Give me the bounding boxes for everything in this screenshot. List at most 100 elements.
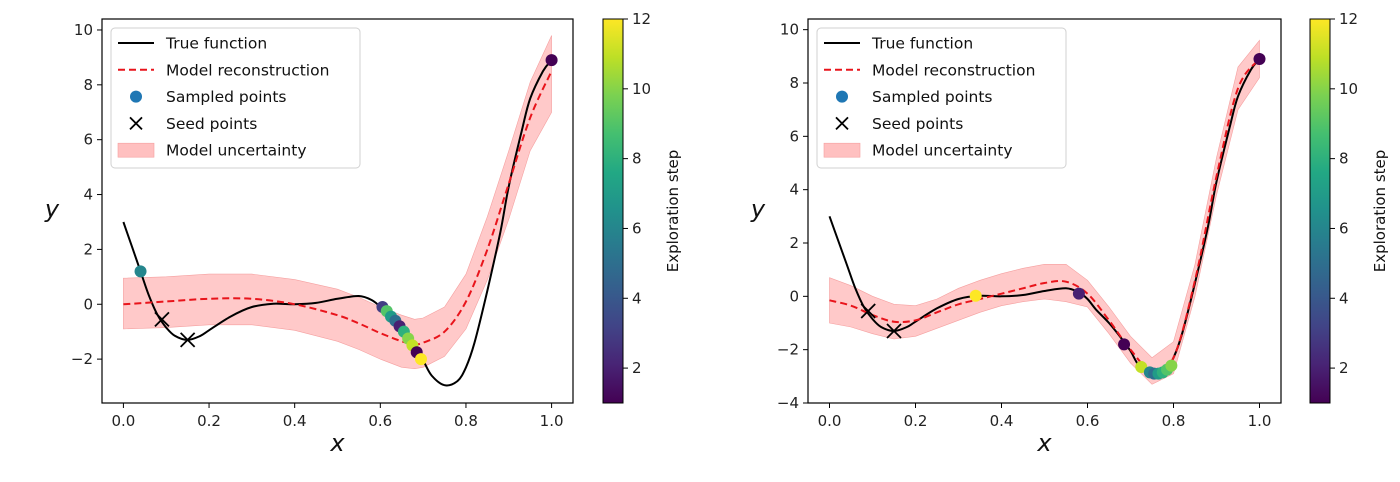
x-tick-label: 0.6 [368,412,392,430]
colorbar-label: Exploration step [1371,150,1389,273]
curves-layer [122,59,553,387]
colorbar-tick-label: 2 [1339,359,1349,377]
x-tick-label: 1.0 [1248,412,1272,430]
legend-label: Sampled points [872,88,993,106]
legend-label: Model uncertainty [166,142,307,160]
legend-label: Seed points [872,115,963,133]
sampled-point [1072,287,1085,300]
colorbar-tick-label: 8 [1339,150,1349,168]
x-tick-label: 0.0 [818,412,842,430]
y-tick-label: 2 [83,240,93,258]
x-ticks: 0.0 0.2 0.4 0.6 0.8 1.0 [111,403,564,430]
seed-point [179,332,196,348]
y-ticks: −4 −2 0 2 4 6 8 10 [777,21,808,412]
colorbar-tick-label: 6 [1339,219,1349,237]
model-reconstruction-line [123,70,553,346]
sampled-point [1253,53,1266,65]
colorbar-tick-label: 10 [1339,80,1358,98]
legend-seed-points-swatch [835,116,849,131]
legend-uncertainty-swatch [823,142,861,158]
y-tick-label: 4 [83,186,93,204]
sampled-point [545,54,558,67]
legend-sampled-points-swatch [130,90,142,103]
x-tick-label: 0.2 [197,412,221,430]
y-tick-label: 10 [780,21,799,39]
x-tick-label: 0.4 [990,412,1014,430]
legend-sampled-points-swatch [836,90,848,103]
legend-seed-points-swatch [129,116,143,131]
x-tick-label: 0.8 [1162,412,1186,430]
y-tick-label: 0 [83,295,93,313]
x-axis-label: x [1036,429,1052,457]
sampled-point [1165,359,1178,372]
colorbar-gradient [1309,18,1331,404]
legend: True function Model reconstruction Sampled… [110,27,361,169]
left-plot: 0.0 0.2 0.4 0.6 0.8 1.0 −2 0 2 4 6 8 10 x y True fu… [44,10,682,457]
uncertainty-band-layer [123,35,552,370]
y-axis-label: y [750,195,766,223]
right-plot: 0.0 0.2 0.4 0.6 0.8 1.0 −4 −2 0 2 4 6 8 10 x y True … [750,10,1389,457]
legend-uncertainty-swatch [117,142,155,158]
axes-frame [101,18,574,404]
points-layer [134,54,558,366]
sampled-point [134,265,147,278]
y-tick-label: 0 [789,287,799,305]
sampled-point [1118,338,1131,351]
colorbar-tick-label: 4 [1339,289,1349,307]
legend-label: Seed points [166,115,257,133]
x-tick-label: 0.8 [454,412,478,430]
y-tick-label: 2 [789,234,799,252]
legend-label: Sampled points [166,88,287,106]
y-tick-label: 8 [83,76,93,94]
y-tick-label: 6 [789,127,799,145]
seed-point-stroke [179,332,196,348]
colorbar-gradient [602,18,624,404]
model-reconstruction-line [829,58,1261,373]
uncertainty-band [123,35,552,370]
seed-point [154,311,170,327]
y-tick-label: −2 [71,350,93,368]
colorbar-tick-label: 2 [632,359,642,377]
uncertainty-band-layer [829,39,1260,385]
colorbar-tick-label: 6 [632,219,642,237]
y-axis-label: y [44,195,60,223]
sampled-point [969,289,982,302]
y-tick-label: 6 [83,131,93,149]
legend-label: Model uncertainty [872,142,1013,160]
uncertainty-band [829,39,1260,385]
legend-box [110,27,361,169]
y-tick-label: 8 [789,74,799,92]
x-tick-label: 0.6 [1076,412,1100,430]
colorbar-tick-label: 4 [632,289,642,307]
sampled-point [1135,361,1148,373]
sampled-point [414,353,427,366]
legend-label: Model reconstruction [872,61,1035,79]
colorbar-tick-label: 10 [632,80,651,98]
legend: True function Model reconstruction Sampled… [816,27,1067,169]
seed-point [860,303,876,319]
colorbar-label: Exploration step [664,150,682,273]
colorbar-tick-label: 12 [632,10,651,28]
seed-point-stroke [154,311,170,327]
legend-box [816,27,1067,169]
x-tick-label: 0.0 [111,412,135,430]
legend-label: True function [165,35,267,53]
y-ticks: −2 0 2 4 6 8 10 [71,21,102,368]
x-tick-label: 0.2 [904,412,928,430]
y-tick-label: −2 [777,341,799,359]
x-ticks: 0.0 0.2 0.4 0.6 0.8 1.0 [818,403,1272,430]
legend-label: Model reconstruction [166,61,329,79]
seed-point [886,323,902,339]
colorbar: 2 4 6 8 10 12 Exploration step [602,10,682,404]
seed-point-stroke [886,323,902,339]
colorbar-tick-label: 12 [1339,10,1358,28]
x-tick-label: 1.0 [540,412,564,430]
x-tick-label: 0.4 [283,412,307,430]
y-tick-label: −4 [777,394,799,412]
x-axis-label: x [329,429,345,457]
y-tick-label: 10 [74,21,93,39]
colorbar: 2 4 6 8 10 12 Exploration step [1309,10,1389,404]
y-tick-label: 4 [789,181,799,199]
true-function-line [122,59,553,387]
